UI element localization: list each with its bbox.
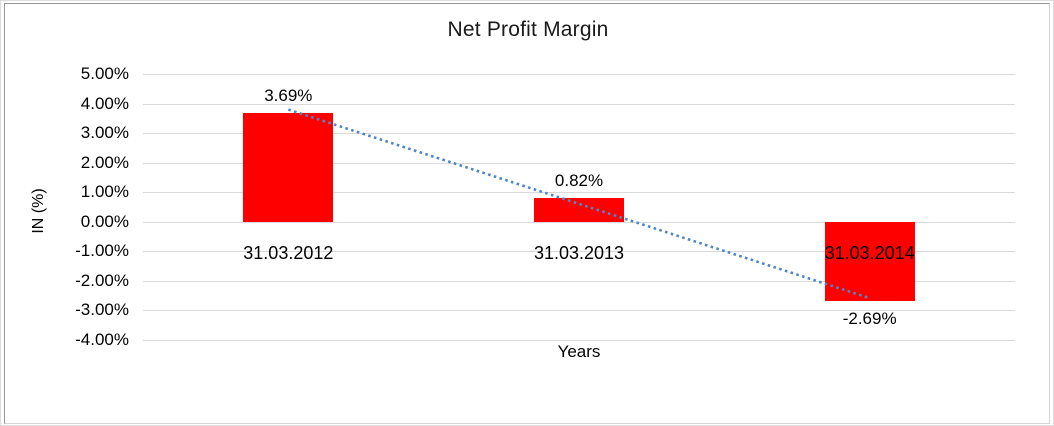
y-tick-label: -4.00%: [75, 330, 129, 349]
gridline: [143, 310, 1015, 312]
bar-data-label: 3.69%: [264, 85, 313, 105]
bar-data-label: 0.82%: [554, 170, 604, 190]
x-category-label: 31.03.2013: [533, 242, 625, 263]
x-category-label: 31.03.2012: [243, 242, 334, 263]
gridline: [143, 103, 1015, 105]
y-tick-label: 3.00%: [80, 123, 129, 143]
gridline: [143, 74, 1015, 75]
y-tick-label: 2.00%: [80, 152, 129, 172]
x-axis-title: Years: [557, 342, 601, 361]
bar: [534, 197, 624, 222]
bar: [243, 112, 334, 222]
bar-data-label: -2.69%: [842, 309, 897, 329]
y-tick-label: -3.00%: [75, 300, 129, 320]
gridline: [143, 340, 1015, 341]
y-tick-label: 1.00%: [80, 182, 129, 202]
y-tick-label: 0.00%: [80, 211, 129, 231]
y-tick-label: -1.00%: [75, 241, 129, 261]
x-category-label: 31.03.2014: [824, 242, 915, 263]
y-tick-label: 4.00%: [80, 93, 129, 113]
chart-title: Net Profit Margin: [447, 18, 609, 41]
y-tick-label: -2.00%: [75, 270, 129, 290]
y-tick-label: 5.00%: [80, 64, 129, 83]
